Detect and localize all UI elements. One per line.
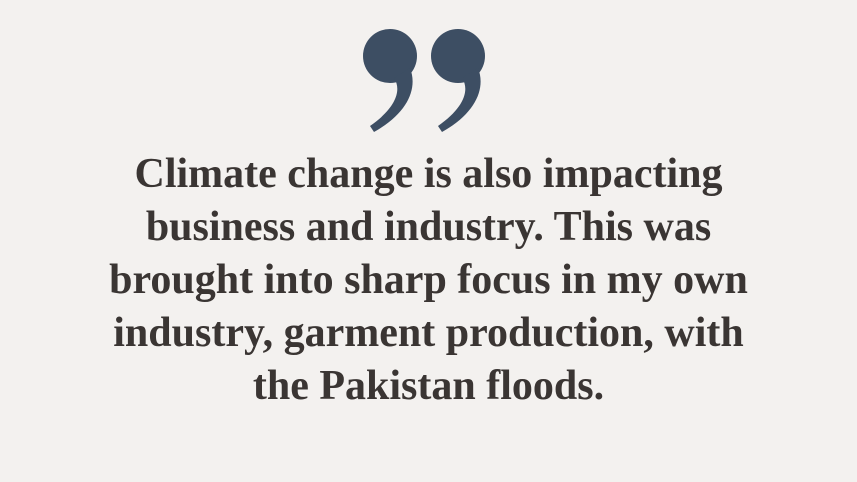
closing-quote-mark-icon [363, 29, 485, 132]
quote-line: brought into sharp focus in my own [109, 257, 748, 303]
quote-line: Climate change is also impacting [134, 151, 723, 197]
quote-line: business and industry. This was [145, 204, 712, 250]
quote-text: Climate change is also impacting busines… [0, 148, 857, 413]
quote-line: industry, garment production, with [113, 310, 744, 356]
quote-line: the Pakistan floods. [252, 363, 605, 409]
